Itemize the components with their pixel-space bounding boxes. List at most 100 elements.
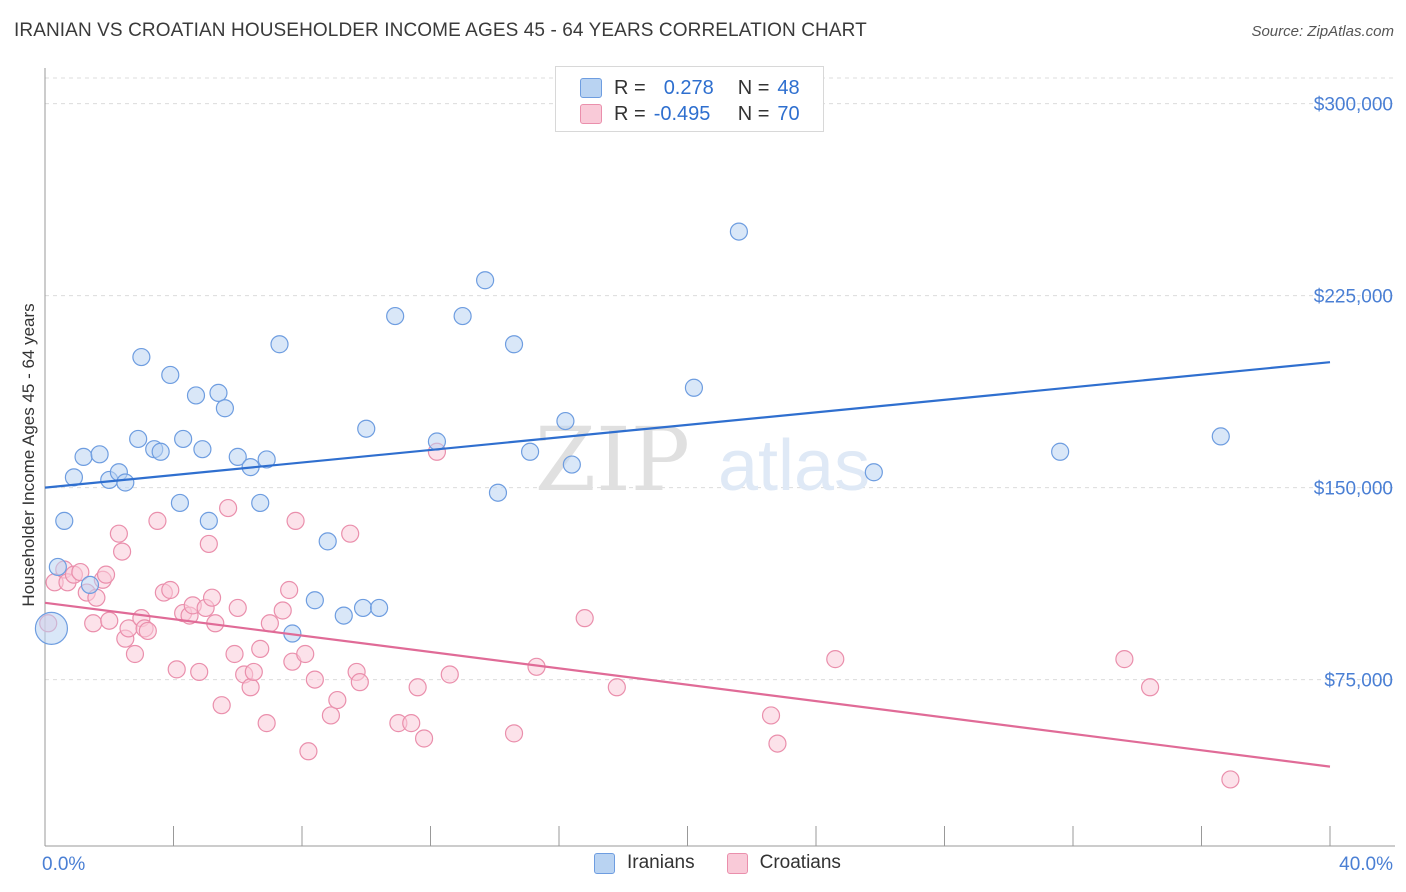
iranians-point (170, 493, 190, 513)
x-tick-labels: 0.0% 40.0% (42, 854, 1393, 875)
iranians-point (161, 365, 180, 385)
trend-lines (44, 361, 1331, 768)
croatians-point (112, 542, 132, 561)
croatians-point (84, 614, 103, 633)
legend-item-croatians[interactable]: Croatians (726, 852, 841, 874)
iranians-legend-swatch (594, 852, 615, 874)
croatians-point (826, 650, 845, 669)
iranians-point (90, 445, 109, 464)
iranians-point (1051, 442, 1070, 461)
iranians-point (48, 557, 67, 577)
croatians-point (607, 678, 626, 697)
legend-label-iranians: Iranians (627, 852, 695, 873)
croatians-point (244, 662, 263, 682)
iranians-point (357, 419, 376, 438)
croatians-point (350, 673, 369, 692)
croatians-point (1140, 678, 1160, 697)
iranians-point (186, 386, 206, 405)
iranians-point (193, 440, 212, 459)
croatians-legend-swatch (726, 852, 748, 874)
croatians-point (257, 714, 276, 733)
iranians-point (488, 483, 508, 502)
x-tick-label-min: 0.0% (42, 854, 85, 875)
croatians-point (125, 644, 145, 664)
croatians-point (241, 678, 260, 697)
iranians-point (864, 463, 883, 482)
iranians-swatch (580, 78, 602, 98)
croatians-point (212, 696, 231, 715)
y-tick-label: $150,000 (1314, 479, 1393, 500)
iranians-point (556, 411, 575, 431)
r-label: R = (614, 76, 646, 99)
r-value-iranians: 0.278 (663, 76, 714, 99)
iranians-trend-line (44, 361, 1331, 489)
iranians-point (251, 493, 270, 513)
croatians-point (138, 621, 157, 641)
r-label: R = (614, 102, 646, 125)
data-points (34, 222, 1240, 789)
iranians-point (151, 442, 170, 461)
n-value-iranians: 48 (777, 76, 800, 99)
croatians-point (225, 644, 244, 664)
iranians-point (215, 399, 234, 418)
iranians-point (520, 442, 540, 461)
watermark: ZIP atlas (535, 408, 870, 511)
y-tick-label: $300,000 (1314, 95, 1393, 116)
grid-lines (45, 77, 1395, 681)
iranians-point (270, 335, 289, 354)
iranians-point (427, 432, 447, 451)
legend-row-croatians: R = -0.495 N = 70 (580, 101, 800, 127)
iranians-point (132, 347, 151, 367)
croatians-point (71, 562, 90, 582)
legend-item-iranians[interactable]: Iranians (594, 852, 695, 874)
legend-label-croatians: Croatians (759, 852, 841, 873)
iranians-point (1211, 427, 1230, 446)
croatians-point (202, 588, 222, 607)
croatians-point (1221, 770, 1240, 789)
iranians-point (34, 611, 69, 646)
croatians-point (273, 601, 292, 620)
iranians-point (228, 447, 247, 466)
croatians-point (228, 598, 247, 618)
croatians-point (575, 609, 594, 628)
croatians-point (190, 662, 209, 682)
iranians-point (318, 532, 337, 551)
croatians-swatch (580, 104, 602, 124)
iranians-point (55, 511, 74, 530)
croatians-point (109, 524, 128, 543)
croatians-point (167, 660, 186, 679)
croatians-point (280, 580, 299, 600)
iranians-point (80, 575, 100, 594)
croatians-point (504, 724, 524, 743)
chart-title: IRANIAN VS CROATIAN HOUSEHOLDER INCOME A… (14, 20, 867, 41)
legend-row-iranians: R = 0.278 N = 48 (580, 75, 800, 101)
croatians-point (305, 670, 324, 689)
croatians-point (299, 742, 318, 761)
croatians-point (761, 706, 781, 725)
iranians-point (209, 383, 228, 402)
iranians-point (353, 598, 373, 618)
croatians-point (1115, 650, 1134, 669)
iranians-point (562, 455, 581, 474)
croatians-point (414, 729, 434, 748)
croatians-point (148, 511, 167, 530)
source-label: Source: ZipAtlas.com (1251, 23, 1394, 40)
y-tick-label: $75,000 (1324, 671, 1393, 692)
watermark-atlas: atlas (718, 426, 870, 506)
iranians-point (729, 222, 749, 241)
iranians-point (386, 306, 405, 326)
iranians-point (116, 473, 135, 492)
y-tick-label: $225,000 (1314, 287, 1393, 308)
croatians-point (219, 498, 238, 518)
y-tick-labels: $75,000 $150,000 $225,000 $300,000 (1314, 95, 1393, 692)
croatians-point (768, 734, 787, 753)
croatians-trend-line (44, 601, 1331, 768)
croatians-point (161, 580, 180, 600)
n-label: N = (737, 76, 770, 99)
series-legend: Iranians Croatians (594, 852, 873, 874)
iranians-point (199, 511, 218, 530)
iranians-point (476, 271, 495, 290)
iranians-point (334, 606, 353, 625)
iranians-point (684, 378, 704, 397)
r-value-croatians: -0.495 (653, 102, 711, 125)
